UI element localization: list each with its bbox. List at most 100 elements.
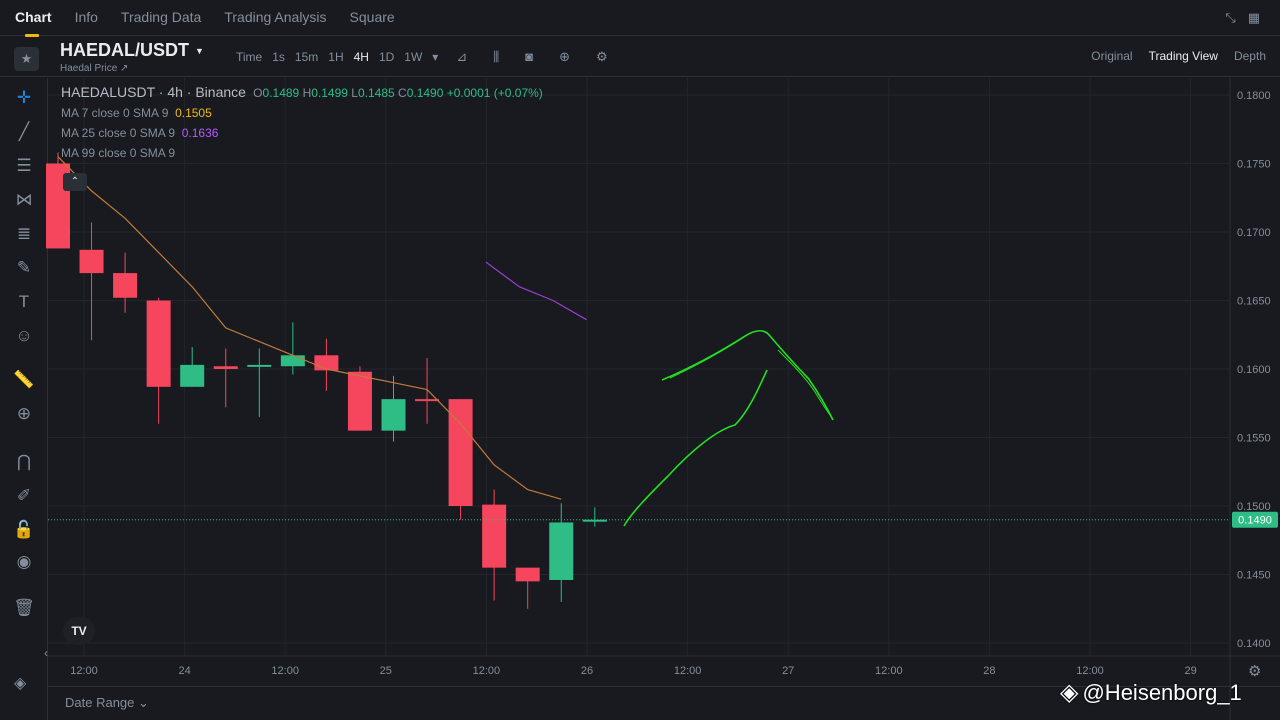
candle-body bbox=[146, 300, 171, 387]
horizontal-lines-icon[interactable]: ☰ bbox=[16, 156, 32, 175]
x-tick-label: 12:00 bbox=[875, 665, 903, 677]
candle-body bbox=[247, 364, 272, 367]
ma7-label: MA 7 close 0 SMA 9 bbox=[61, 106, 169, 120]
candle-body bbox=[415, 399, 440, 402]
legend-collapse-button[interactable]: ⌃ bbox=[63, 173, 87, 191]
x-tick-label: 12:00 bbox=[1076, 665, 1104, 677]
x-tick-label: 12:00 bbox=[271, 665, 299, 677]
last-price-tag bbox=[1232, 511, 1278, 528]
tab-trading-data[interactable]: Trading Data bbox=[120, 8, 202, 25]
interval-4h[interactable]: 4H bbox=[353, 50, 369, 64]
y-tick-label: 0.1800 bbox=[1237, 90, 1271, 102]
fib-icon[interactable]: ≣ bbox=[16, 224, 32, 243]
interval-1d[interactable]: 1D bbox=[378, 50, 395, 64]
add-icon[interactable]: ⊕ bbox=[559, 49, 570, 64]
y-tick-label: 0.1700 bbox=[1237, 227, 1271, 239]
x-tick-label: 29 bbox=[1184, 665, 1196, 677]
pair-subtitle[interactable]: Haedal Price ↗ bbox=[60, 63, 129, 74]
candle-body bbox=[381, 399, 406, 431]
text-icon[interactable]: T bbox=[18, 292, 30, 311]
indicator-icon[interactable]: ⊿ bbox=[456, 49, 468, 64]
trend-line-icon[interactable]: ╱ bbox=[18, 122, 30, 141]
candle-body bbox=[347, 371, 372, 431]
legend-low: 0.1485 bbox=[357, 86, 395, 100]
candle-body bbox=[515, 567, 540, 582]
collapse-icon[interactable]: ⤡ bbox=[1225, 10, 1236, 25]
candle-body bbox=[79, 249, 104, 274]
tradingview-logo: TV bbox=[63, 617, 95, 645]
trash-icon[interactable]: 🗑 bbox=[13, 598, 35, 617]
x-tick-label: 26 bbox=[581, 665, 593, 677]
pattern-icon[interactable]: ⋈ bbox=[15, 190, 33, 209]
drawing-wave-stroke-2 bbox=[777, 349, 833, 419]
ruler-icon[interactable]: 📏 bbox=[13, 370, 35, 389]
settings-icon[interactable]: ⚙ bbox=[595, 49, 608, 64]
candle-body bbox=[549, 522, 574, 580]
x-tick-label: 12:00 bbox=[70, 665, 98, 677]
eye-icon[interactable]: ◉ bbox=[16, 552, 32, 571]
magnet-icon[interactable]: ⋂ bbox=[17, 452, 31, 471]
watermark: ◈ @Heisenborg_1 bbox=[1060, 679, 1242, 706]
zoom-icon[interactable]: ⊕ bbox=[16, 404, 32, 423]
crosshair-icon[interactable]: ✛ bbox=[16, 88, 32, 107]
candle-body bbox=[180, 364, 205, 387]
interval-1s[interactable]: 1s bbox=[272, 50, 285, 64]
interval-15m[interactable]: 15m bbox=[294, 50, 319, 64]
x-tick-label: 27 bbox=[782, 665, 794, 677]
candle-body bbox=[213, 366, 238, 369]
ma25-label: MA 25 close 0 SMA 9 bbox=[61, 126, 176, 140]
candle-body bbox=[280, 355, 305, 367]
camera-icon[interactable]: ◙ bbox=[525, 49, 534, 64]
interval-more-icon[interactable]: ▾ bbox=[432, 50, 439, 64]
ma99-label: MA 99 close 0 SMA 9 bbox=[61, 146, 176, 160]
grid-icon[interactable]: ▦ bbox=[1247, 10, 1260, 25]
y-tick-label: 0.1650 bbox=[1237, 296, 1271, 308]
drawing-wave-stroke bbox=[669, 331, 753, 379]
tab-trading-analysis[interactable]: Trading Analysis bbox=[224, 8, 327, 25]
date-range-button[interactable]: Date Range ⌄ bbox=[65, 695, 149, 710]
candle-body bbox=[582, 519, 607, 522]
pair-selector[interactable]: HAEDAL/USDT ▼ bbox=[60, 40, 204, 61]
interval-time[interactable]: Time bbox=[236, 50, 263, 64]
candle-body bbox=[113, 273, 138, 298]
legend-l-label: L bbox=[351, 86, 358, 100]
view-trading-view[interactable]: Trading View bbox=[1148, 49, 1218, 63]
x-tick-label: 12:00 bbox=[473, 665, 501, 677]
layers-icon[interactable]: ◈ bbox=[14, 675, 27, 692]
interval-1h[interactable]: 1H bbox=[328, 50, 344, 64]
brush-icon[interactable]: ✎ bbox=[16, 258, 32, 277]
tab-info[interactable]: Info bbox=[74, 8, 98, 25]
ma25-line bbox=[485, 261, 587, 321]
ma7-value: 0.1505 bbox=[175, 106, 212, 120]
drawing-arrow-up bbox=[623, 369, 768, 527]
y-tick-label: 0.1450 bbox=[1237, 570, 1271, 582]
x-tick-label: 28 bbox=[983, 665, 995, 677]
view-modes: Original Trading View Depth bbox=[1091, 49, 1266, 63]
view-depth[interactable]: Depth bbox=[1233, 49, 1266, 63]
y-tick-label: 0.1550 bbox=[1237, 433, 1271, 445]
legend-close: 0.1490 bbox=[406, 86, 444, 100]
tab-square[interactable]: Square bbox=[349, 8, 395, 25]
favorite-star-icon[interactable]: ★ bbox=[14, 47, 39, 71]
y-tick-label: 0.1750 bbox=[1237, 159, 1271, 171]
candle-body bbox=[314, 355, 339, 371]
legend-o-label: O bbox=[253, 86, 263, 100]
candle-type-icon[interactable]: ⫼ bbox=[493, 49, 500, 64]
interval-1w[interactable]: 1W bbox=[404, 50, 423, 64]
lock-icon[interactable]: 🔓 bbox=[13, 520, 35, 539]
last-price-label: 0.1490 bbox=[1238, 515, 1272, 527]
legend-high: 0.1499 bbox=[311, 86, 348, 100]
legend-c-label: C bbox=[398, 86, 407, 100]
binance-logo-icon: ◈ bbox=[1060, 679, 1079, 706]
lock-drawing-icon[interactable]: ✐ bbox=[16, 486, 32, 505]
y-tick-label: 0.1500 bbox=[1237, 501, 1271, 513]
view-original[interactable]: Original bbox=[1091, 49, 1133, 63]
x-tick-label: 12:00 bbox=[674, 665, 702, 677]
tab-chart[interactable]: Chart bbox=[15, 0, 52, 37]
emoji-icon[interactable]: ☺ bbox=[15, 326, 33, 345]
chart-settings-icon[interactable]: ⚙ bbox=[1248, 663, 1262, 680]
legend-symbol: HAEDALUSDT · 4h · Binance bbox=[61, 84, 246, 100]
y-tick-label: 0.1400 bbox=[1237, 638, 1271, 650]
scroll-left-icon[interactable]: ‹ bbox=[44, 646, 48, 660]
x-tick-label: 24 bbox=[178, 665, 190, 677]
